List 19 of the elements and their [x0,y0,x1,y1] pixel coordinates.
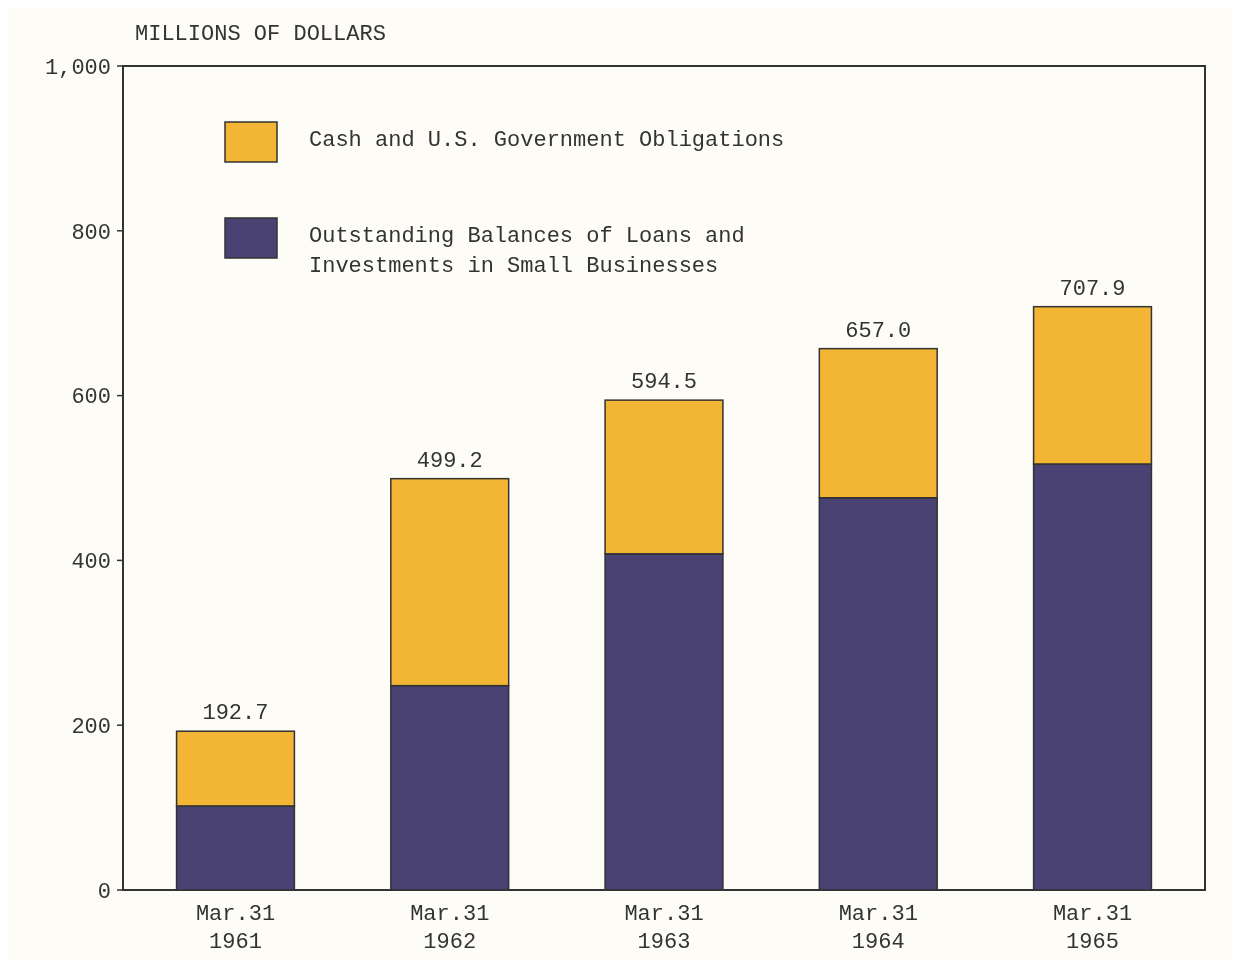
total-label: 594.5 [630,370,698,396]
y-tick-label: 400 [71,550,111,576]
y-tick-label: 600 [71,385,111,411]
total-label: 192.7 [202,701,269,727]
x-tick-label: Mar.31 1963 [624,902,704,955]
legend-label: Outstanding Balances of Loans and Investments in Small Businesses [309,224,745,279]
y-axis-title: MILLIONS OF DOLLARS [135,22,386,47]
x-tick-label: Mar.31 1962 [410,902,490,955]
y-tick-label: 0 [97,879,111,905]
x-tick-label: Mar.31 1961 [195,902,276,955]
y-tick-label: 200 [71,714,111,740]
legend-label: Cash and U.S. Government Obligations [309,128,785,153]
y-tick-label: 1,000 [44,55,111,81]
y-tick-label: 800 [71,220,111,246]
total-label: 657.0 [845,318,912,344]
x-tick-label: Mar.31 1965 [1052,902,1133,955]
x-tick-label: Mar.31 1964 [838,902,918,955]
total-label: 707.9 [1059,276,1126,302]
total-label: 499.2 [416,448,483,474]
